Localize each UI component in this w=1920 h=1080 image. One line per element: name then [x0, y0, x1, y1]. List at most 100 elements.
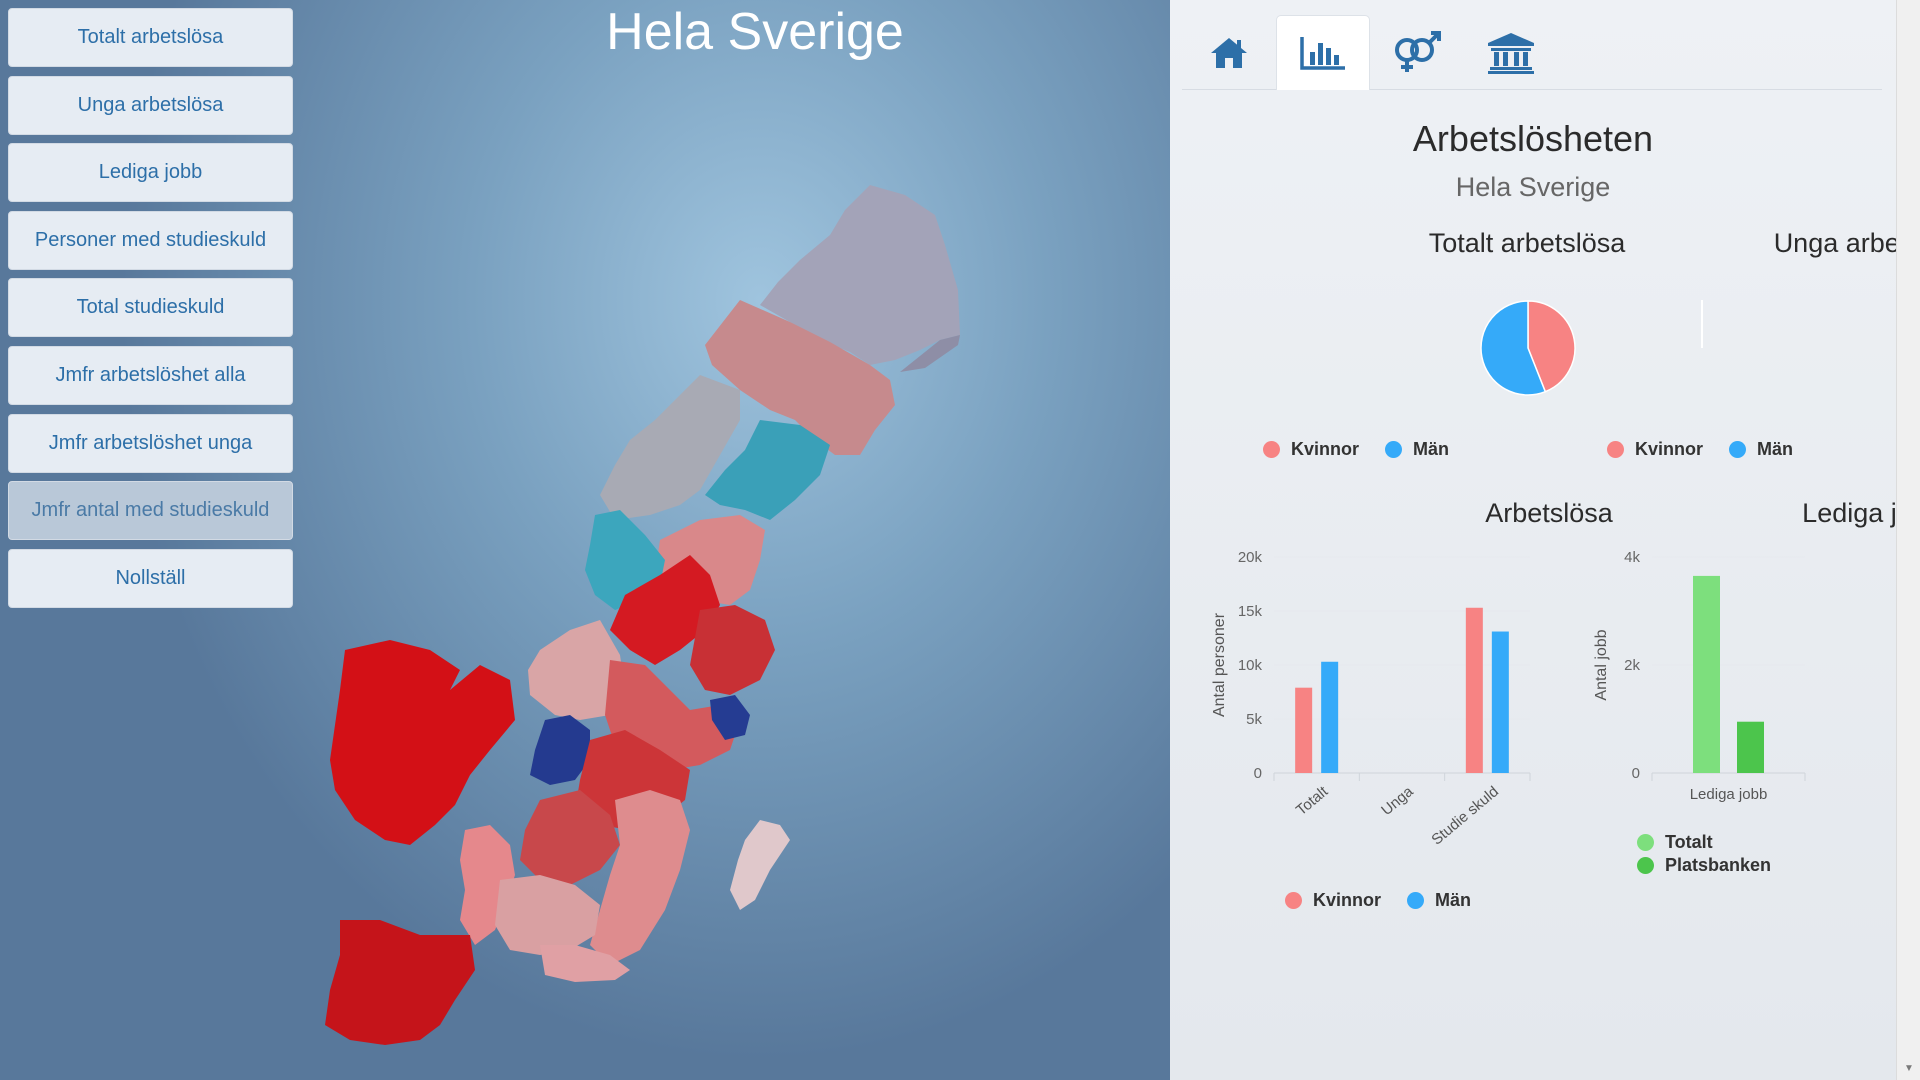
- map-region[interactable]: [760, 185, 960, 365]
- menu-button-unga-arbetslosa[interactable]: Unga arbetslösa: [8, 75, 293, 135]
- legend-swatch-kvinnor: [1285, 892, 1302, 909]
- legend-label: Män: [1413, 439, 1450, 459]
- map-region[interactable]: [495, 875, 600, 955]
- bar-chart-lediga-jobb: 0 2k 4k Antal jobb Lediga jobb: [1593, 549, 1806, 803]
- tab-bar: [1182, 15, 1882, 90]
- bar-chart-arbetslosa: 0 5k 10k 15k 20k Antal personer Totalt Unga Stud…: [1211, 549, 1531, 849]
- bar-kvinnor-2[interactable]: [1465, 607, 1483, 773]
- tab-gender[interactable]: [1370, 15, 1464, 90]
- chart-title-totalt-arbetslosa: Totalt arbetslösa: [1428, 228, 1626, 258]
- x-tick-label: Totalt: [1293, 783, 1332, 820]
- legend-label: Kvinnor: [1635, 439, 1704, 459]
- pie-chart-unga-arbetslosa: [1701, 300, 1703, 348]
- legend-label: Platsbanken: [1665, 855, 1772, 875]
- map-region[interactable]: [530, 715, 590, 785]
- y-tick-label: 5k: [1246, 711, 1262, 728]
- tab-institution[interactable]: [1464, 15, 1558, 90]
- map-region[interactable]: [460, 825, 515, 945]
- map-region[interactable]: [705, 300, 895, 455]
- y-tick-label: 2k: [1624, 657, 1640, 674]
- y-tick-label: 20k: [1238, 549, 1263, 566]
- sweden-map[interactable]: [0, 0, 1170, 1080]
- panel-subtitle: Hela Sverige: [1455, 172, 1611, 202]
- legend-swatch-kvinnor: [1607, 441, 1624, 458]
- scroll-down-arrow-icon[interactable]: ▼: [1904, 1063, 1914, 1074]
- info-panel: Arbetslösheten Hela Sverige Totalt arbet…: [1170, 0, 1920, 1080]
- map-region[interactable]: [900, 335, 960, 372]
- bar-mn-0[interactable]: [1321, 661, 1339, 773]
- legend-label: Män: [1757, 439, 1794, 459]
- y-tick-label: 4k: [1624, 549, 1640, 566]
- y-tick-label: 0: [1632, 765, 1640, 782]
- scrollbar[interactable]: ▼: [1896, 0, 1920, 1080]
- bar-chart-icon: [1300, 37, 1345, 70]
- legend-arbetslosa: Kvinnor Män: [1285, 890, 1497, 911]
- bar-platsbanken-0[interactable]: [1737, 721, 1764, 773]
- map-title: Hela Sverige: [606, 3, 904, 61]
- legend-swatch-man: [1407, 892, 1425, 909]
- home-icon: [1211, 37, 1247, 68]
- legend-item-man[interactable]: Män: [1407, 890, 1471, 911]
- menu-button-lediga-jobb[interactable]: Lediga jobb: [8, 143, 293, 203]
- menu-button-total-studieskuld[interactable]: Total studieskuld: [8, 278, 293, 338]
- y-tick-label: 10k: [1238, 657, 1263, 674]
- map-region[interactable]: [600, 375, 740, 520]
- legend-totalt-arbetslosa: Kvinnor Män: [1263, 439, 1475, 460]
- menu-button-jmfr-antal-med-studieskuld[interactable]: Jmfr antal med studieskuld: [8, 481, 293, 541]
- legend-swatch-man: [1385, 441, 1403, 458]
- legend-label: Kvinnor: [1291, 439, 1360, 459]
- legend-lediga-jobb: Totalt Platsbanken: [1637, 832, 1771, 878]
- y-tick-label: 15k: [1238, 603, 1263, 620]
- legend-item-man[interactable]: Män: [1729, 439, 1793, 460]
- map-region[interactable]: [520, 790, 620, 885]
- y-axis-label: Antal personer: [1211, 612, 1228, 717]
- pie-slice-kvinnor[interactable]: [1527, 300, 1576, 393]
- chart-title-unga-arbetslosa: Unga arbetslösa: [1773, 228, 1920, 258]
- map-region[interactable]: [610, 555, 720, 665]
- panel-title: Arbetslösheten: [1412, 118, 1654, 159]
- bar-kvinnor-0[interactable]: [1295, 687, 1313, 773]
- chart-title-arbetslosa: Arbetslösa: [1485, 498, 1613, 528]
- legend-item-kvinnor[interactable]: Kvinnor: [1263, 439, 1359, 460]
- bank-icon: [1488, 32, 1534, 74]
- legend-item-platsbanken[interactable]: Platsbanken: [1637, 855, 1771, 876]
- legend-item-kvinnor[interactable]: Kvinnor: [1285, 890, 1381, 911]
- menu-button-totalt-arbetslosa[interactable]: Totalt arbetslösa: [8, 8, 293, 67]
- legend-unga-arbetslosa: Kvinnor Män: [1607, 439, 1819, 460]
- y-axis-label: Antal jobb: [1593, 629, 1610, 700]
- bar-mn-2[interactable]: [1491, 631, 1509, 773]
- map-region[interactable]: [710, 695, 750, 740]
- gender-icon: [1395, 30, 1441, 72]
- legend-swatch-totalt: [1637, 834, 1654, 851]
- map-region[interactable]: [540, 945, 630, 982]
- bar-totalt-0[interactable]: [1693, 575, 1720, 773]
- tab-home[interactable]: [1182, 15, 1276, 90]
- legend-swatch-kvinnor: [1263, 441, 1280, 458]
- legend-item-kvinnor[interactable]: Kvinnor: [1607, 439, 1703, 460]
- menu-button-personer-med-studieskuld[interactable]: Personer med studieskuld: [8, 210, 293, 270]
- menu-button-nollstall[interactable]: Nollställ: [8, 548, 293, 608]
- legend-item-man[interactable]: Män: [1385, 439, 1449, 460]
- map-region[interactable]: [730, 820, 790, 910]
- legend-label: Totalt: [1665, 832, 1713, 852]
- legend-label: Män: [1435, 890, 1472, 910]
- legend-swatch-platsbanken: [1637, 857, 1654, 874]
- map-region[interactable]: [330, 640, 515, 845]
- map-area[interactable]: Hela Sverige Totalt arbetslösa Unga arbe…: [0, 0, 1170, 1080]
- x-tick-label: Unga: [1378, 783, 1417, 819]
- legend-label: Kvinnor: [1313, 890, 1382, 910]
- map-region[interactable]: [325, 920, 475, 1045]
- menu-button-jmfr-arbetsloshet-alla[interactable]: Jmfr arbetslöshet alla: [8, 345, 293, 405]
- map-region[interactable]: [528, 620, 625, 720]
- x-tick-label: Lediga jobb: [1690, 786, 1768, 803]
- legend-item-totalt[interactable]: Totalt: [1637, 832, 1713, 853]
- tab-statistics[interactable]: [1276, 15, 1370, 90]
- menu-panel: Totalt arbetslösa Unga arbetslösa Lediga…: [8, 8, 293, 616]
- pie-slice-man[interactable]: [1480, 300, 1547, 396]
- chart-title-lediga-jobb: Lediga jobb: [1802, 498, 1920, 528]
- map-region[interactable]: [590, 790, 690, 965]
- y-tick-label: 0: [1254, 765, 1262, 782]
- map-region[interactable]: [705, 420, 830, 520]
- map-region[interactable]: [690, 605, 775, 695]
- menu-button-jmfr-arbetsloshet-unga[interactable]: Jmfr arbetslöshet unga: [8, 413, 293, 473]
